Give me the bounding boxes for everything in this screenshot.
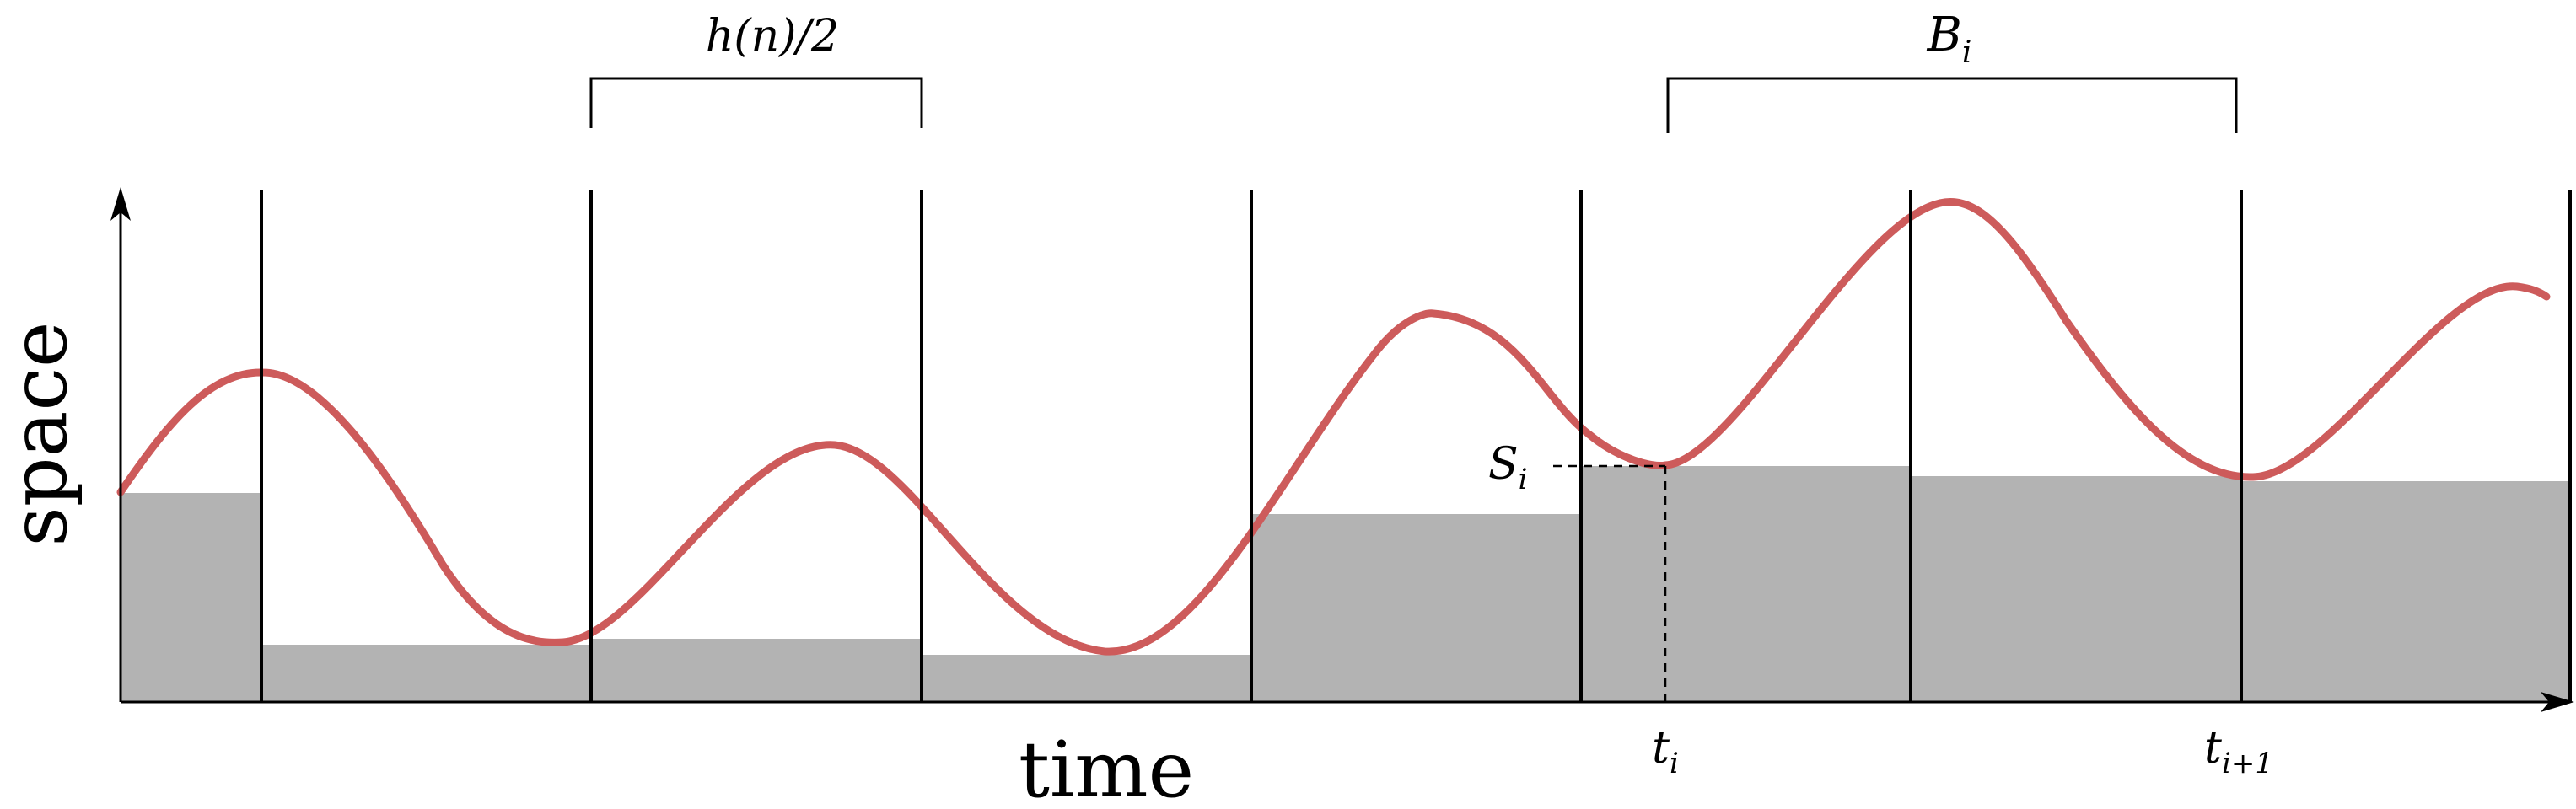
- y-axis-label: space: [0, 322, 84, 547]
- s-i-guides: [1553, 464, 1667, 702]
- shaded-steps: [121, 466, 2570, 702]
- x-axis-label: time: [1019, 725, 1194, 809]
- step-block-2: [591, 639, 922, 702]
- bracket-h-n-over-2: [589, 77, 923, 128]
- bracket-b-i-label: Bi: [1927, 8, 1972, 70]
- t-main: t: [1652, 723, 1670, 774]
- t-i-label: ti: [1652, 723, 1679, 780]
- step-block-0: [121, 493, 261, 702]
- brackets: [589, 77, 2238, 133]
- b-main: B: [1927, 8, 1962, 62]
- bracket-b-i: [1666, 77, 2238, 133]
- t-next-subscript: i+1: [2222, 747, 2273, 780]
- step-block-1: [261, 645, 591, 702]
- y-axis-arrowhead: [110, 187, 131, 221]
- step-block-5: [1581, 466, 1911, 702]
- s-subscript: i: [1519, 463, 1528, 496]
- block-boundaries: [260, 190, 2572, 702]
- step-block-7: [2241, 481, 2570, 702]
- step-block-4: [1251, 514, 1581, 702]
- t-i-plus-1-label: ti+1: [2204, 723, 2273, 780]
- t-subscript: i: [1670, 747, 1679, 780]
- step-block-3: [922, 655, 1251, 702]
- b-subscript: i: [1962, 35, 1972, 70]
- space-curve: [116, 198, 2551, 656]
- bracket-h-n-over-2-label: h(n)/2: [706, 11, 839, 62]
- axes: [110, 187, 2574, 712]
- x-axis-arrowhead: [2541, 692, 2574, 712]
- s-main: S: [1488, 439, 1519, 490]
- s-i-label: Si: [1488, 439, 1528, 496]
- step-block-6: [1911, 476, 2241, 702]
- t-next-main: t: [2204, 723, 2222, 774]
